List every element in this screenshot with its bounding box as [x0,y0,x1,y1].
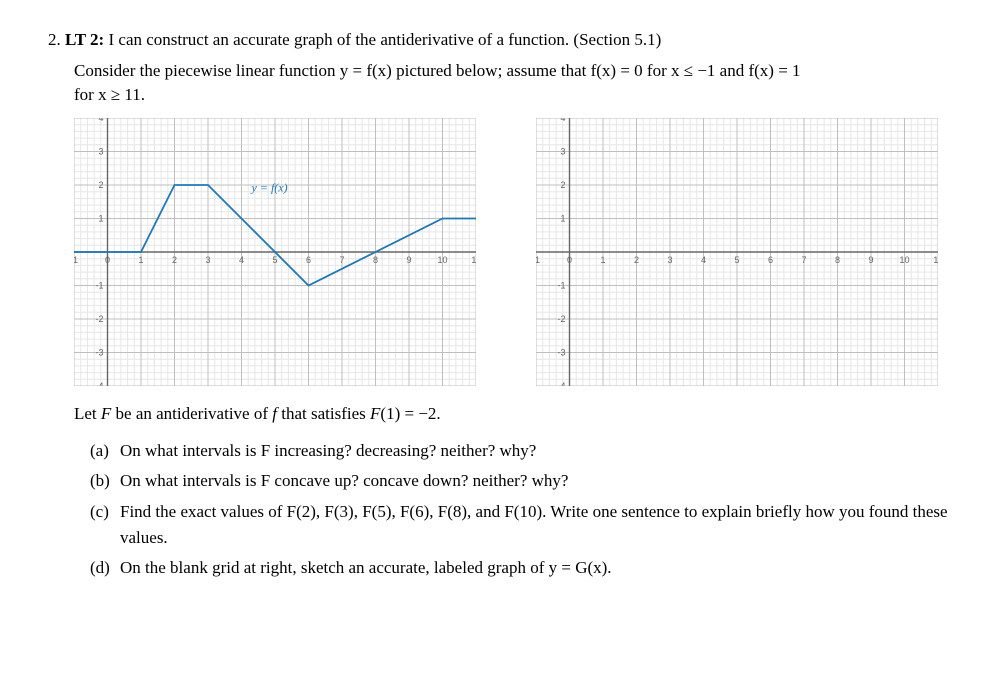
question-number: 2. [48,30,61,49]
chart-left-svg: -1 0 1 2 3 4 5 6 7 8 9 10 11 -4 -3 -2 -1 1 2 3 4 y = f(x) [74,118,476,386]
svg-text:-1: -1 [557,280,565,290]
svg-text:-1: -1 [536,255,540,265]
part-c-marker: (c) [90,499,109,525]
svg-text:1: 1 [98,213,103,223]
svg-text:5: 5 [734,255,739,265]
svg-text:8: 8 [835,255,840,265]
part-b-text: On what intervals is F concave up? conca… [120,471,568,490]
svg-text:8: 8 [373,255,378,265]
part-a: (a) On what intervals is F increasing? d… [90,438,952,464]
svg-text:-1: -1 [95,280,103,290]
svg-text:-3: -3 [95,347,103,357]
svg-text:y = f(x): y = f(x) [251,181,288,195]
svg-text:-1: -1 [74,255,78,265]
antiderivative-statement: Let F be an antiderivative of f that sat… [74,404,952,424]
svg-text:4: 4 [560,118,565,123]
svg-text:4: 4 [701,255,706,265]
prompt-line-1: Consider the piecewise linear function y… [74,61,801,80]
svg-text:1: 1 [600,255,605,265]
svg-text:10: 10 [899,255,909,265]
svg-text:4: 4 [98,118,103,123]
svg-text:6: 6 [768,255,773,265]
learning-target-text: I can construct an accurate graph of the… [108,30,661,49]
chart-left: -1 0 1 2 3 4 5 6 7 8 9 10 11 -4 -3 -2 -1 1 2 3 4 y = f(x) [74,118,476,386]
svg-text:3: 3 [98,146,103,156]
part-c-text: Find the exact values of F(2), F(3), F(5… [120,502,948,547]
svg-text:4: 4 [239,255,244,265]
question-label: LT 2: [65,30,104,49]
part-d-text: On the blank grid at right, sketch an ac… [120,558,612,577]
svg-text:2: 2 [634,255,639,265]
svg-text:7: 7 [339,255,344,265]
part-d: (d) On the blank grid at right, sketch a… [90,555,952,581]
part-a-text: On what intervals is F increasing? decre… [120,441,536,460]
svg-text:1: 1 [138,255,143,265]
svg-text:-4: -4 [557,381,565,386]
svg-text:-2: -2 [557,314,565,324]
svg-text:0: 0 [567,255,572,265]
svg-text:3: 3 [560,146,565,156]
svg-text:7: 7 [801,255,806,265]
part-c: (c) Find the exact values of F(2), F(3),… [90,499,952,552]
svg-text:9: 9 [868,255,873,265]
svg-text:3: 3 [667,255,672,265]
question-header: 2. LT 2: I can construct an accurate gra… [48,28,952,53]
chart-right: -1 0 1 2 3 4 5 6 7 8 9 10 11 -4 -3 -2 -1 1 2 3 4 [536,118,938,386]
part-b-marker: (b) [90,468,110,494]
part-b: (b) On what intervals is F concave up? c… [90,468,952,494]
svg-text:9: 9 [406,255,411,265]
svg-text:11: 11 [933,255,938,265]
svg-text:-3: -3 [557,347,565,357]
svg-text:6: 6 [306,255,311,265]
page: 2. LT 2: I can construct an accurate gra… [0,0,1000,693]
parts-list: (a) On what intervals is F increasing? d… [90,438,952,582]
part-a-marker: (a) [90,438,109,464]
svg-text:-2: -2 [95,314,103,324]
svg-text:2: 2 [560,180,565,190]
svg-text:0: 0 [105,255,110,265]
question-prompt: Consider the piecewise linear function y… [74,59,952,108]
svg-text:-4: -4 [95,381,103,386]
part-d-marker: (d) [90,555,110,581]
chart-right-svg: -1 0 1 2 3 4 5 6 7 8 9 10 11 -4 -3 -2 -1 1 2 3 4 [536,118,938,386]
svg-text:1: 1 [560,213,565,223]
svg-text:5: 5 [272,255,277,265]
prompt-line-2: for x ≥ 11. [74,85,145,104]
svg-text:10: 10 [437,255,447,265]
svg-text:2: 2 [172,255,177,265]
svg-text:11: 11 [471,255,476,265]
svg-text:2: 2 [98,180,103,190]
charts-row: -101234567891011-4-3-2-11234y = f(x) -10… [74,118,952,386]
svg-text:3: 3 [205,255,210,265]
